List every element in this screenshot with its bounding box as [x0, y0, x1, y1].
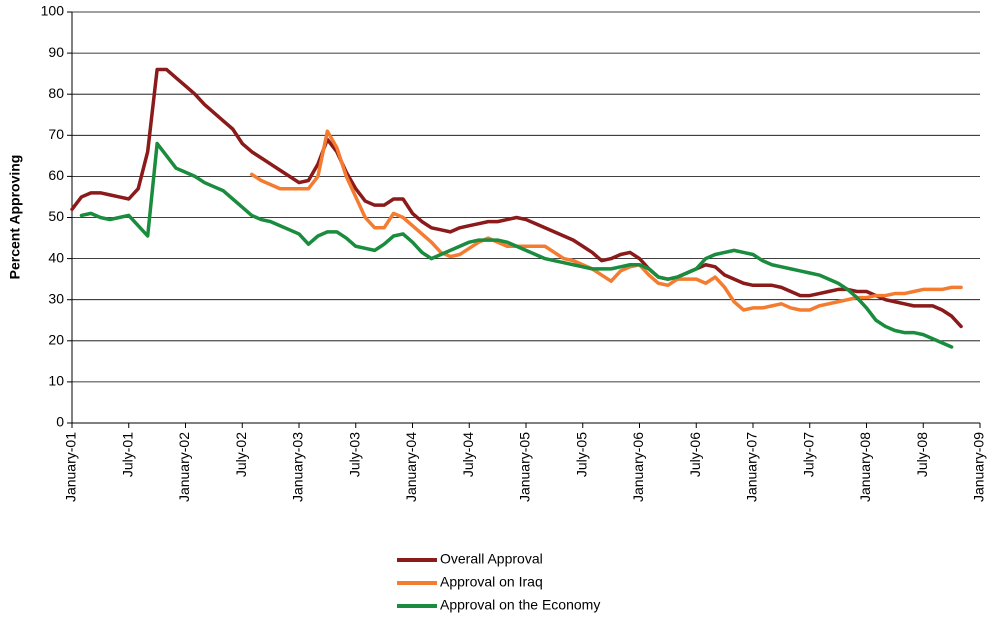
- y-tick-label: 30: [48, 290, 64, 306]
- y-tick-label: 70: [48, 126, 64, 142]
- x-tick-label: July-05: [573, 432, 589, 477]
- x-tick-label: July-07: [800, 432, 816, 477]
- x-tick-label: January-01: [63, 432, 79, 502]
- x-tick-label: January-03: [290, 432, 306, 502]
- x-tick-label: January-08: [857, 432, 873, 502]
- y-tick-label: 100: [41, 3, 65, 19]
- x-tick-label: January-09: [971, 432, 987, 502]
- legend-label: Approval on the Economy: [440, 597, 600, 613]
- y-tick-label: 10: [48, 373, 64, 389]
- x-tick-label: July-03: [346, 432, 362, 477]
- x-tick-label: July-08: [914, 432, 930, 477]
- line-series: [79, 141, 954, 349]
- legend-label: Overall Approval: [440, 551, 543, 567]
- line-series: [249, 129, 963, 312]
- legend-label: Approval on Iraq: [440, 574, 543, 590]
- x-tick-label: July-06: [687, 432, 703, 477]
- line-series: [70, 67, 963, 329]
- y-tick-label: 20: [48, 332, 64, 348]
- x-tick-label: January-02: [176, 432, 192, 502]
- y-tick-label: 90: [48, 44, 64, 60]
- y-tick-label: 80: [48, 85, 64, 101]
- y-tick-label: 50: [48, 208, 64, 224]
- x-tick-label: January-07: [744, 432, 760, 502]
- y-tick-label: 40: [48, 249, 64, 265]
- x-tick-label: January-04: [403, 432, 419, 502]
- y-axis-title: Percent Approving: [7, 155, 23, 280]
- y-tick-label: 60: [48, 167, 64, 183]
- x-tick-label: July-01: [119, 432, 135, 477]
- x-tick-label: January-05: [517, 432, 533, 502]
- x-tick-label: January-06: [630, 432, 646, 502]
- x-tick-label: July-04: [460, 432, 476, 477]
- y-tick-label: 0: [56, 414, 64, 430]
- x-tick-label: July-02: [233, 432, 249, 477]
